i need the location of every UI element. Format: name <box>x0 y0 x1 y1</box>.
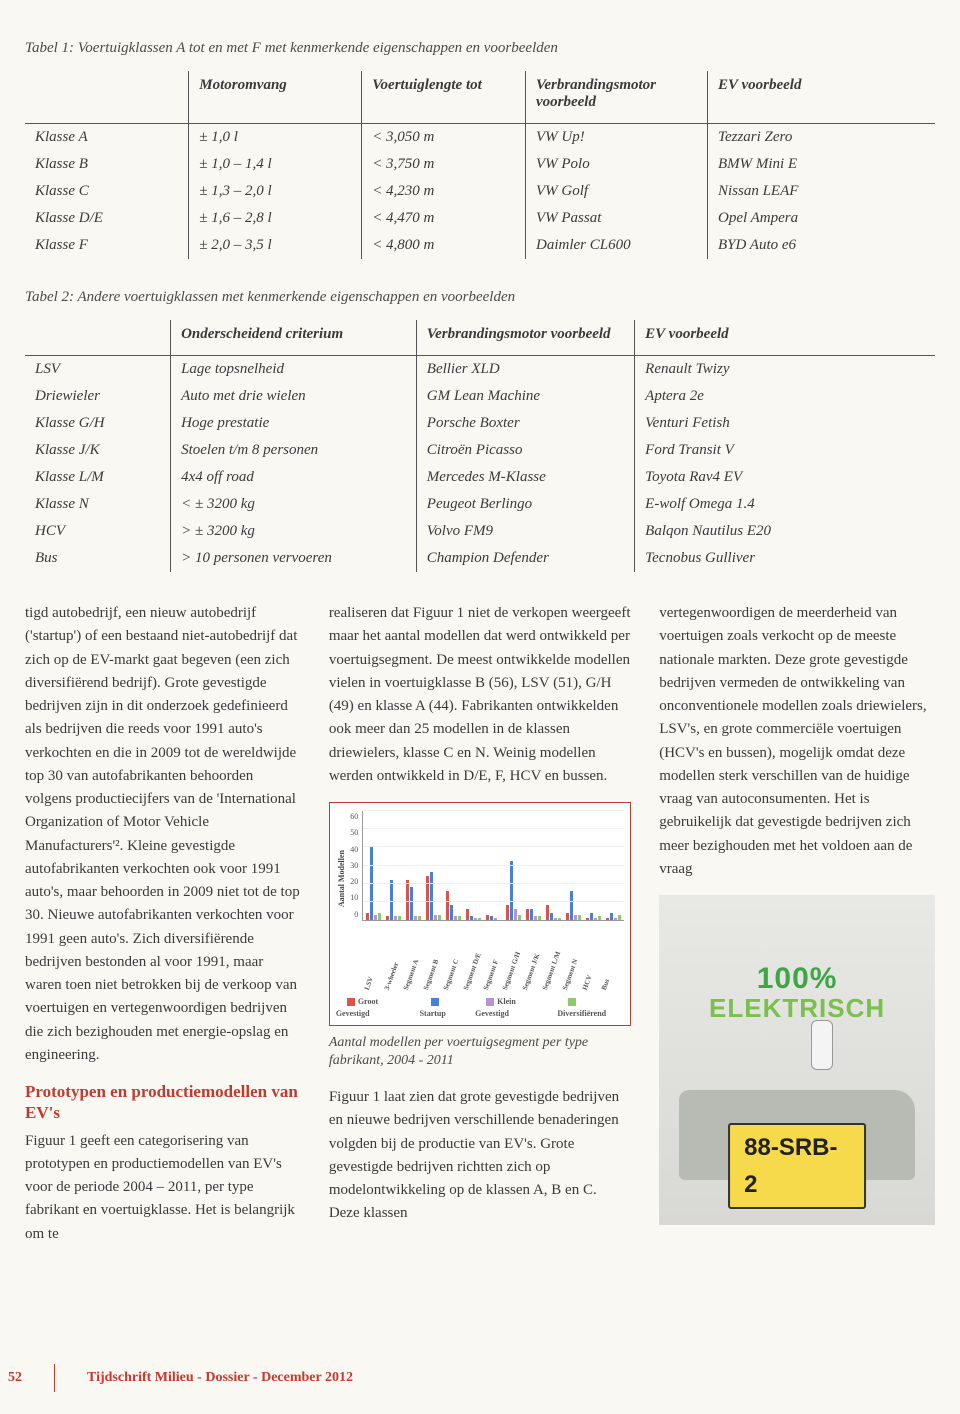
chart-bars <box>362 811 624 921</box>
table1: MotoromvangVoertuiglengte totVerbranding… <box>25 71 935 259</box>
table-row: HCV> ± 3200 kgVolvo FM9Balqon Nautilus E… <box>25 518 935 545</box>
table-row: LSVLage topsnelheidBellier XLDRenault Tw… <box>25 356 935 384</box>
table-header: EV voorbeeld <box>707 71 935 124</box>
chart-legend: Groot GevestigdStartupKlein GevestigdDiv… <box>336 996 624 1021</box>
table2: Onderscheidend criteriumVerbrandingsmoto… <box>25 320 935 572</box>
photo-overlay-text: 100% ELEKTRISCH <box>659 965 935 1022</box>
table-header: Voertuiglengte tot <box>362 71 526 124</box>
table-row: Klasse N< ± 3200 kgPeugeot BerlingoE-wol… <box>25 491 935 518</box>
chart-x-labels: LSV3-wheelerSegment ASegment BSegment CS… <box>366 946 624 992</box>
table-row: Klasse J/KStoelen t/m 8 personenCitroën … <box>25 437 935 464</box>
charger-plug-shape <box>811 1020 833 1070</box>
col1-para2: Figuur 1 geeft een categorisering van pr… <box>25 1130 301 1246</box>
table-row: Klasse B± 1,0 – 1,4 l< 3,750 mVW PoloBMW… <box>25 151 935 178</box>
col2-para1: realiseren dat Figuur 1 niet de verkopen… <box>329 602 631 788</box>
chart-y-label: Aantal Modellen <box>336 850 348 907</box>
body-columns: tigd autobedrijf, een nieuw autobedrijf … <box>25 602 935 1260</box>
table-header: Onderscheidend criterium <box>171 320 417 356</box>
page-number: 52 <box>0 1370 22 1386</box>
table-header <box>25 320 171 356</box>
column-2: realiseren dat Figuur 1 niet de verkopen… <box>329 602 631 1260</box>
table-header: Verbrandingsmotor voorbeeld <box>525 71 707 124</box>
chart-figure: Aantal Modellen 6050403020100 LSV3-wheel… <box>329 802 631 1026</box>
license-plate: 88-SRB-2 <box>728 1123 866 1209</box>
table-header <box>25 71 189 124</box>
col1-subhead: Prototypen en productiemodellen van EV's <box>25 1081 301 1124</box>
chart-caption: Aantal modellen per voertuigsegment per … <box>329 1034 631 1070</box>
table-row: Klasse D/E± 1,6 – 2,8 l< 4,470 mVW Passa… <box>25 205 935 232</box>
table-row: DriewielerAuto met drie wielenGM Lean Ma… <box>25 383 935 410</box>
col2-para2: Figuur 1 laat zien dat grote gevestigde … <box>329 1086 631 1226</box>
footer-divider <box>54 1364 55 1392</box>
table-row: Klasse A± 1,0 l< 3,050 mVW Up!Tezzari Ze… <box>25 124 935 152</box>
chart-y-axis: 6050403020100 <box>350 811 358 921</box>
col3-para1: vertegenwoordigen de meerderheid van voe… <box>659 602 935 881</box>
table2-caption: Tabel 2: Andere voertuigklassen met kenm… <box>25 289 935 306</box>
column-3: vertegenwoordigen de meerderheid van voe… <box>659 602 935 1260</box>
table-header: Motoromvang <box>189 71 362 124</box>
table-row: Klasse G/HHoge prestatiePorsche BoxterVe… <box>25 410 935 437</box>
footer-text: Tijdschrift Milieu - Dossier - December … <box>87 1370 353 1386</box>
ev-photo: 100% ELEKTRISCH 88-SRB-2 <box>659 895 935 1225</box>
col1-para1: tigd autobedrijf, een nieuw autobedrijf … <box>25 602 301 1067</box>
table1-caption: Tabel 1: Voertuigklassen A tot en met F … <box>25 40 935 57</box>
table-header: Verbrandingsmotor voorbeeld <box>416 320 634 356</box>
table-row: Klasse L/M4x4 off roadMercedes M-KlasseT… <box>25 464 935 491</box>
table-header: EV voorbeeld <box>635 320 935 356</box>
page-footer: 52 Tijdschrift Milieu - Dossier - Decemb… <box>0 1364 353 1392</box>
table-row: Bus> 10 personen vervoerenChampion Defen… <box>25 545 935 572</box>
column-1: tigd autobedrijf, een nieuw autobedrijf … <box>25 602 301 1260</box>
table-row: Klasse F± 2,0 – 3,5 l< 4,800 mDaimler CL… <box>25 232 935 259</box>
table-row: Klasse C± 1,3 – 2,0 l< 4,230 mVW GolfNis… <box>25 178 935 205</box>
